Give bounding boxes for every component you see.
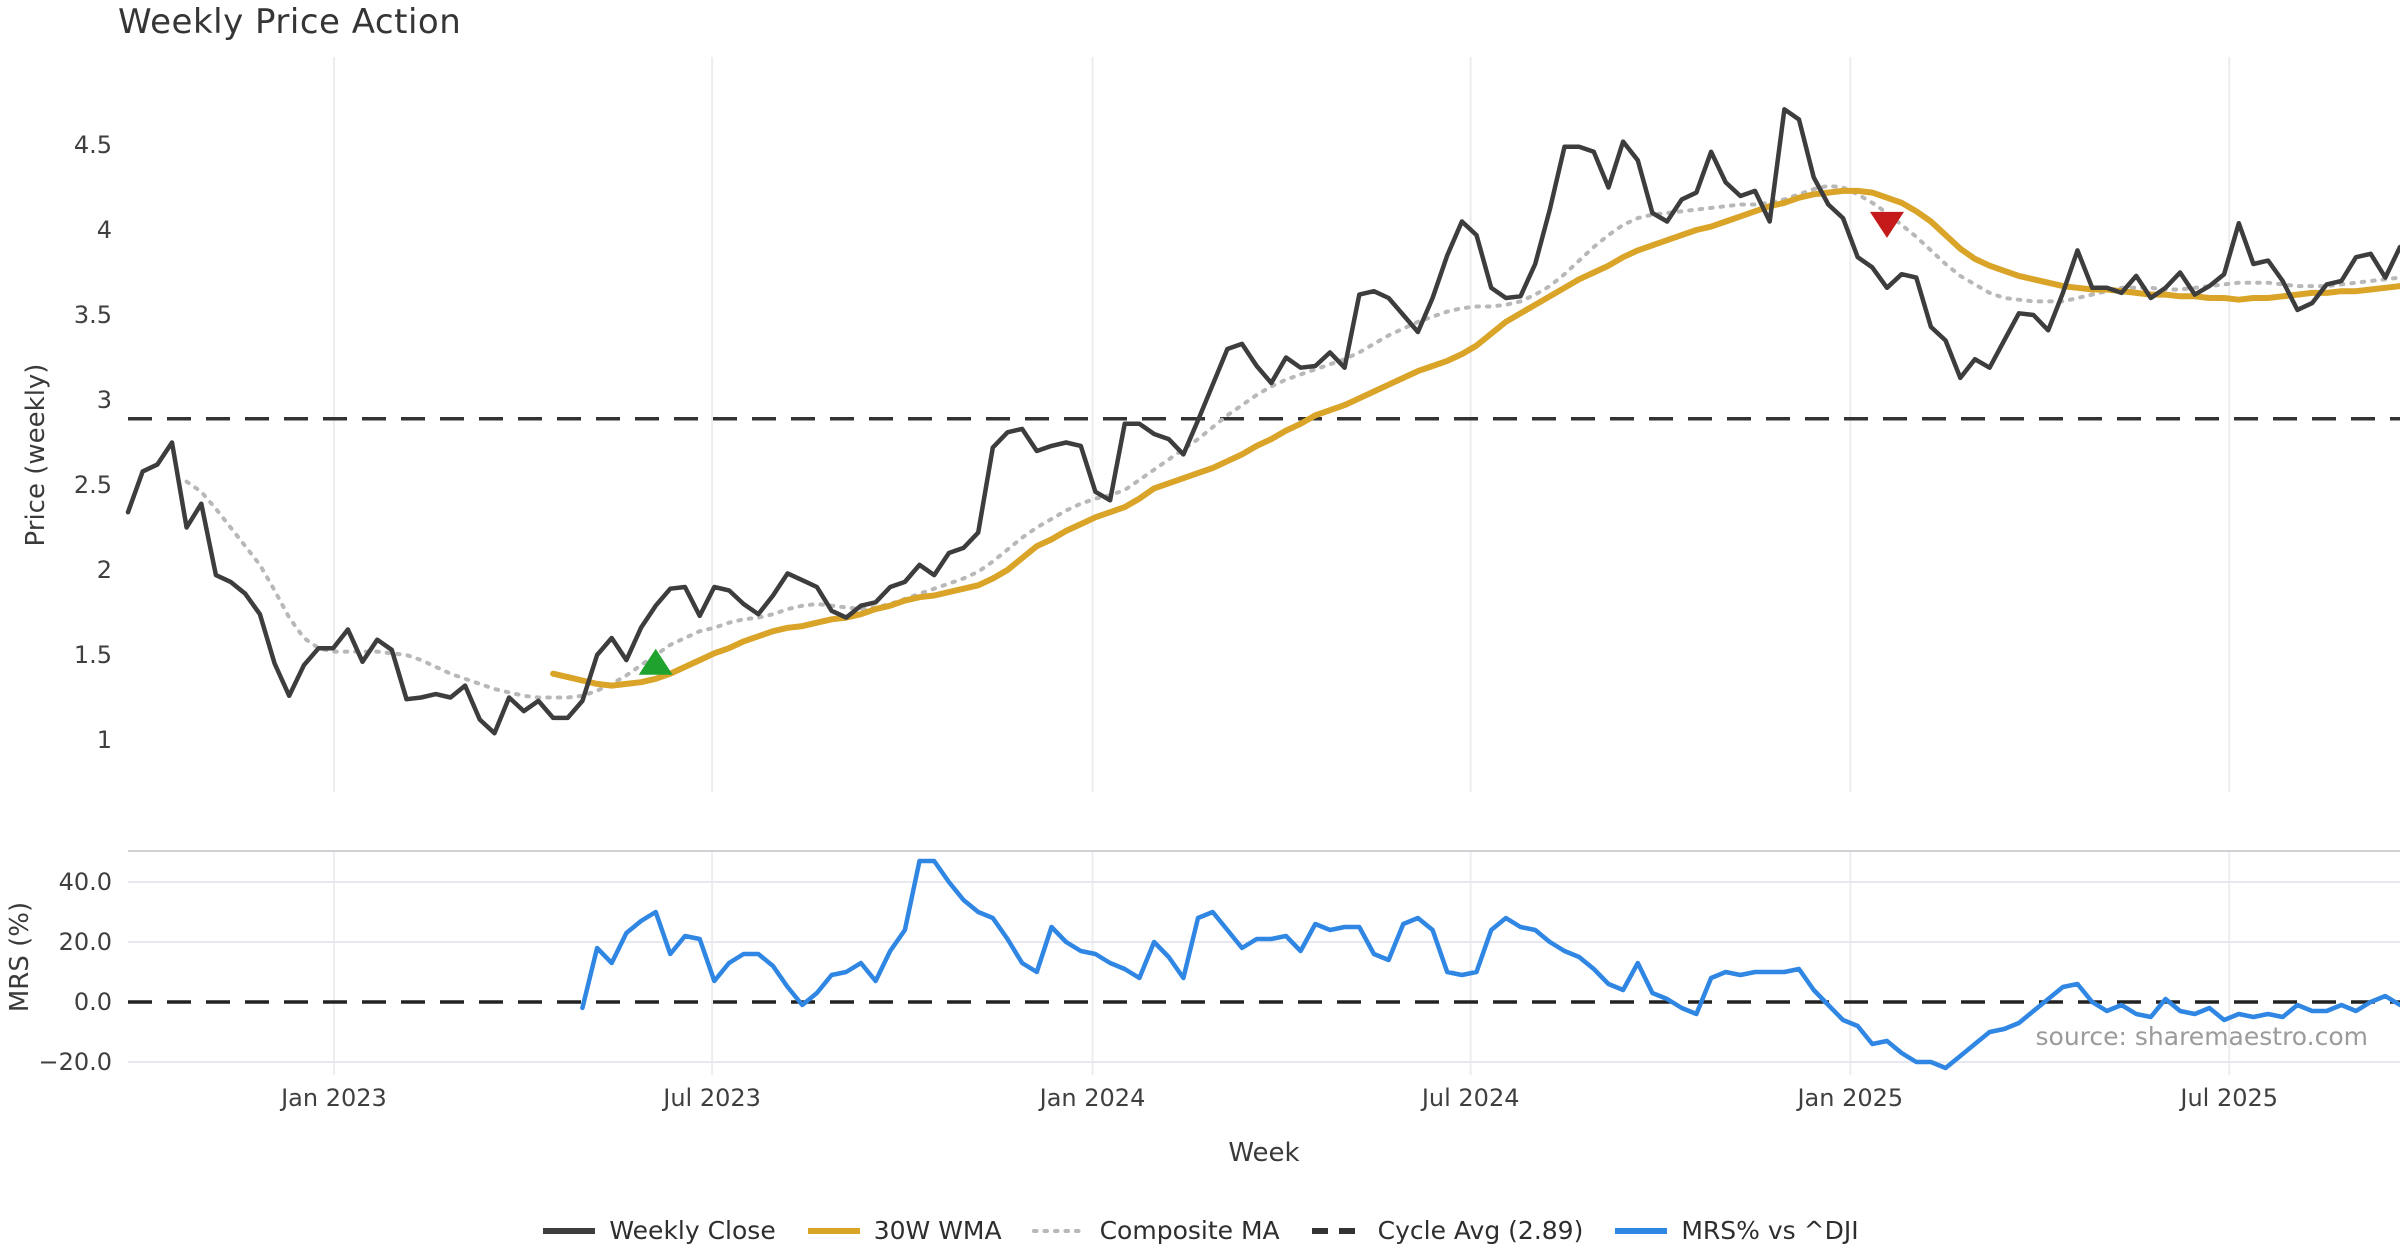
legend-line-sample-icon (1031, 1228, 1088, 1233)
legend-item: Composite MA (1031, 1216, 1280, 1245)
buy-signal-marker-icon (638, 648, 673, 675)
legend-label: 30W WMA (873, 1216, 1002, 1245)
legend-item: 30W WMA (806, 1216, 1002, 1245)
legend-line-sample-icon (807, 1227, 860, 1234)
mrs-line (580, 858, 2400, 1071)
mrs-axis-label: MRS (%) (5, 901, 35, 1013)
price-y-tick-label: 3 (96, 386, 112, 414)
price-y-tick-label: 1 (96, 726, 112, 754)
mrs-y-tick-label: 40.0 (58, 868, 112, 896)
price-y-tick-label: 1.5 (73, 641, 112, 669)
price-y-tick-label: 4.5 (73, 131, 112, 159)
x-tick-label: Jul 2025 (2180, 1084, 2279, 1112)
legend: Weekly Close 30W WMA Composite MA Cycle Avg… (0, 1216, 2400, 1245)
x-tick-label: Jan 2025 (1797, 1084, 1904, 1112)
legend-line-sample-icon (1311, 1227, 1364, 1234)
chart-title: Weekly Price Action (118, 2, 462, 42)
legend-item: Weekly Close (541, 1216, 776, 1245)
x-tick-label: Jul 2024 (1421, 1084, 1520, 1112)
x-tick-label: Jan 2023 (281, 1084, 387, 1112)
price-y-tick-label: 2.5 (73, 471, 112, 499)
mrs-y-tick-label: 0.0 (73, 988, 112, 1016)
price-y-tick-label: 4 (96, 216, 112, 244)
source-watermark: source: sharemaestro.com (2035, 1022, 2369, 1051)
composite-ma-line (184, 183, 2400, 700)
legend-line-sample-icon (1615, 1227, 1668, 1234)
x-axis-label: Week (1228, 1138, 1300, 1168)
price-y-tick-label: 2 (96, 556, 112, 584)
legend-item: Cycle Avg (2.89) (1310, 1216, 1584, 1245)
legend-label: Weekly Close (609, 1216, 776, 1245)
legend-line-sample-icon (543, 1227, 596, 1234)
sell-signal-marker-icon (1869, 211, 1904, 238)
legend-label: MRS% vs ^DJI (1681, 1216, 1859, 1245)
legend-label: Cycle Avg (2.89) (1377, 1216, 1584, 1245)
x-tick-label: Jul 2023 (663, 1084, 761, 1112)
price-y-tick-label: 3.5 (73, 301, 112, 329)
x-tick-label: Jan 2024 (1039, 1084, 1146, 1112)
price-axis-label: Price (weekly) (21, 363, 51, 547)
mrs-y-tick-label: 20.0 (58, 928, 112, 956)
legend-label: Composite MA (1099, 1216, 1280, 1245)
mrs-y-tick-label: −20.0 (38, 1048, 112, 1076)
weekly-close-line (125, 107, 2400, 736)
legend-item: MRS% vs ^DJI (1613, 1216, 1859, 1245)
